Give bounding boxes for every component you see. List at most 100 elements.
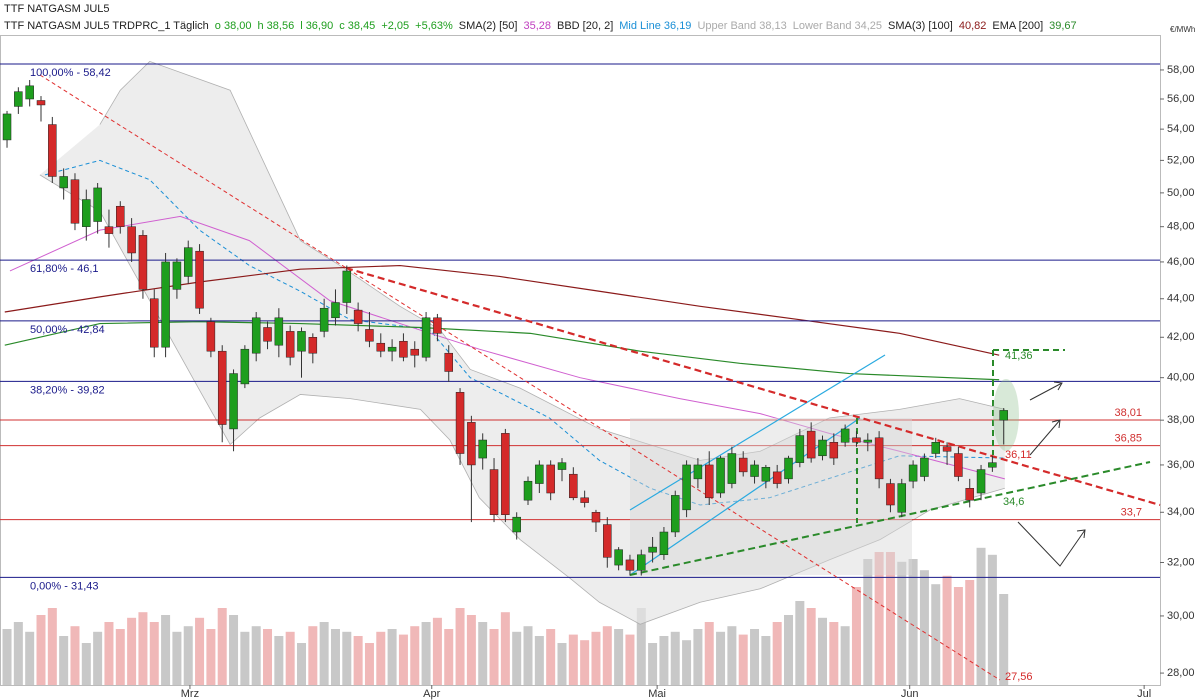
y-tick-label: 54,00: [1167, 123, 1195, 135]
candle-body: [161, 261, 170, 348]
fib-label: 61,80% - 46,1: [30, 263, 99, 275]
volume-bar: [523, 626, 533, 685]
volume-bar: [263, 629, 273, 685]
candle-body: [829, 442, 839, 459]
candle-body: [387, 346, 397, 352]
candle-body: [988, 462, 997, 468]
volume-bar: [478, 622, 488, 685]
volume-bar: [784, 615, 794, 685]
arrow-head: [1053, 381, 1063, 391]
candle-body: [433, 317, 442, 334]
volume-bar: [727, 626, 737, 685]
info-item: Mid Line 36,19: [619, 20, 692, 32]
volume-bar: [953, 587, 963, 685]
volume-bar: [987, 554, 997, 685]
x-tick-label: Apr: [423, 688, 440, 700]
y-tick-label: 42,00: [1167, 331, 1195, 343]
volume-bar: [682, 640, 692, 685]
candle-body: [127, 226, 136, 254]
volume-bar: [625, 634, 635, 685]
arrow-head: [1076, 529, 1086, 539]
annotation: 36,11: [1005, 449, 1032, 461]
volume-bar: [908, 559, 918, 685]
level-label: 36,85: [1114, 433, 1142, 445]
y-tick-label: 38,00: [1167, 414, 1195, 426]
volume-bar: [659, 636, 669, 685]
volume-bar: [931, 584, 941, 685]
plot-frame: [0, 35, 1161, 686]
candle-body: [172, 261, 182, 290]
candle-body: [659, 531, 669, 556]
candle-body: [603, 524, 612, 558]
candle-body: [999, 410, 1008, 421]
candle-body: [478, 439, 487, 459]
candle-body: [455, 392, 465, 454]
volume-bar: [342, 631, 352, 685]
candle-body: [954, 453, 963, 477]
candle-body: [738, 457, 748, 473]
fib-label: 100,00% - 58,42: [30, 67, 111, 79]
volume-bar: [761, 636, 771, 685]
indicator-line: [39, 174, 1005, 625]
volume-bar: [59, 636, 69, 685]
volume-bar: [602, 626, 612, 685]
volume-bar: [296, 643, 306, 685]
y-tick-label: 32,00: [1167, 556, 1195, 568]
candle-body: [716, 457, 725, 494]
volume-bar: [104, 622, 114, 685]
candle-body: [104, 226, 114, 234]
volume-bar: [353, 636, 363, 685]
volume-bar: [285, 631, 295, 685]
volume-bar: [750, 629, 760, 685]
volume-bar: [206, 629, 216, 685]
volume-bar: [251, 626, 261, 685]
candle-body: [263, 327, 272, 342]
volume-bar: [557, 643, 567, 685]
volume-bar: [829, 622, 839, 685]
volume-bar: [364, 643, 374, 685]
candle-body: [750, 464, 759, 477]
volume-bar: [319, 622, 329, 685]
candle-body: [501, 433, 510, 515]
candle-body: [150, 298, 159, 348]
channel-line: [629, 354, 886, 511]
y-tick-label: 46,00: [1167, 256, 1195, 268]
volume-bar: [466, 615, 476, 685]
volume-bar: [36, 615, 46, 685]
volume-bar: [512, 631, 522, 685]
info-bar: TTF NATGASM JUL5 TRDPRC_1 Täglich o 38,00…: [4, 20, 1077, 32]
volume-bar: [806, 608, 816, 685]
candle-body: [421, 317, 431, 358]
info-item: 35,28: [523, 20, 551, 32]
candle-body: [2, 113, 12, 141]
candle-body: [976, 469, 986, 494]
volume-bar: [183, 626, 193, 685]
volume-bar: [942, 575, 952, 685]
volume-bar: [330, 629, 340, 685]
y-tick-label: 48,00: [1167, 221, 1195, 233]
x-tick-label: Mrz: [181, 688, 199, 700]
candle-body: [727, 453, 737, 484]
volume-bar: [421, 622, 431, 685]
candle-body: [761, 466, 771, 482]
volume-bar: [716, 631, 726, 685]
y-tick-label: 50,00: [1167, 187, 1195, 199]
candle-body: [59, 176, 68, 189]
candle-body: [467, 422, 476, 466]
candle-body: [217, 350, 227, 425]
x-tick-label: Jun: [901, 688, 919, 700]
candle-body: [908, 464, 918, 482]
y-tick-label: 52,00: [1167, 154, 1195, 166]
candle-body: [784, 457, 793, 480]
info-item: l 36,90: [300, 20, 334, 32]
info-item: SMA(2) [50]: [458, 20, 518, 32]
volume-bar: [489, 629, 499, 685]
candle-body: [942, 446, 952, 452]
info-item: +5,63%: [415, 20, 453, 32]
volume-bar: [138, 612, 148, 685]
candle-body: [342, 270, 352, 303]
volume-bar: [161, 615, 171, 685]
info-item: BBD [20, 2]: [557, 20, 614, 32]
candle-body: [206, 321, 216, 352]
